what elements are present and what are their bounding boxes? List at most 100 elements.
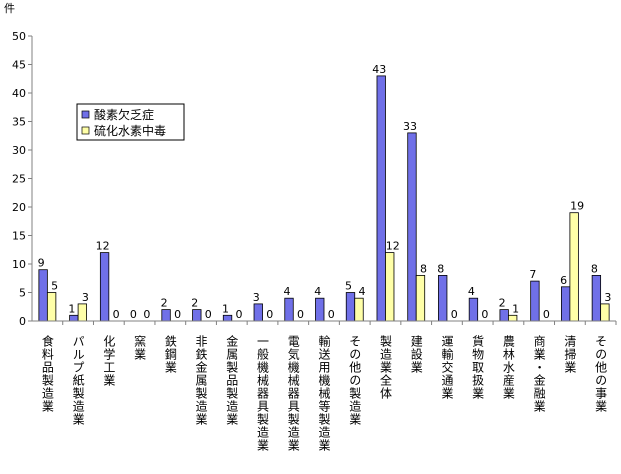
data-label: 2 (161, 297, 168, 310)
category-label: 化学工業 (102, 335, 116, 387)
legend-box (76, 103, 185, 141)
bar-oxygen-deficiency-7 (253, 303, 263, 322)
legend-label-1: 酸素欠乏症 (94, 107, 154, 122)
data-label: 0 (543, 308, 550, 321)
category-label: 非鉄金属製造業 (194, 335, 208, 426)
data-label: 8 (420, 262, 427, 275)
category-label: 窯業 (133, 334, 147, 361)
data-label: 8 (437, 262, 444, 275)
data-label: 1 (68, 302, 75, 315)
data-label: 2 (499, 297, 506, 310)
bar-hydrogen-sulfide-15 (508, 314, 518, 322)
bar-oxygen-deficiency-5 (192, 309, 202, 322)
y-tick-label: 45 (12, 59, 26, 72)
y-tick-label: 0 (19, 315, 26, 328)
y-tick-label: 35 (12, 116, 26, 129)
data-label: 2 (191, 297, 198, 310)
data-label: 0 (266, 308, 273, 321)
bar-oxygen-deficiency-14 (468, 297, 479, 322)
data-label: 6 (560, 274, 567, 287)
bar-hydrogen-sulfide-11 (385, 252, 395, 322)
category-label: 食料品製造業 (40, 334, 54, 413)
data-label: 33 (403, 120, 417, 133)
data-label: 0 (451, 308, 458, 321)
data-label: 3 (253, 291, 260, 304)
y-tick-label: 25 (12, 173, 26, 186)
bar-hydrogen-sulfide-12 (415, 274, 426, 322)
category-label: その他の製造業 (348, 335, 362, 426)
bar-oxygen-deficiency-9 (315, 297, 325, 322)
y-tick-label: 30 (12, 144, 26, 157)
category-label: 建設業 (409, 335, 423, 374)
bar-oxygen-deficiency-4 (161, 309, 171, 322)
category-label: 運輸交通業 (440, 335, 454, 400)
category-label: 貨物取扱業 (471, 334, 485, 400)
data-label: 0 (297, 308, 304, 321)
data-label: 7 (529, 268, 536, 281)
bar-oxygen-deficiency-12 (407, 132, 417, 322)
data-label: 1 (512, 302, 519, 315)
data-label: 0 (236, 308, 243, 321)
category-label: 農林水産業 (501, 335, 515, 400)
category-label: 電気機械器具製造業 (286, 335, 300, 452)
category-label: 清掃業 (563, 335, 577, 374)
bar-hydrogen-sulfide-17 (569, 212, 579, 322)
legend-swatch-1 (81, 110, 90, 119)
y-axis-unit-label: 件 (4, 2, 15, 15)
data-label: 19 (570, 200, 584, 213)
y-tick-label: 40 (12, 87, 26, 100)
legend: 酸素欠乏症 硫化水素中毒 (76, 103, 185, 141)
data-label: 0 (174, 308, 181, 321)
data-label: 3 (604, 291, 611, 304)
bar-hydrogen-sulfide-18 (600, 303, 610, 322)
category-label: 金属製品製造業 (225, 334, 239, 426)
bar-oxygen-deficiency-10 (345, 292, 356, 322)
bar-hydrogen-sulfide-0 (46, 292, 57, 322)
data-label: 4 (284, 285, 291, 298)
y-tick-label: 20 (12, 201, 26, 214)
data-label: 8 (591, 262, 598, 275)
bar-oxygen-deficiency-15 (499, 309, 509, 322)
category-label: 商業・金融業 (532, 334, 546, 413)
data-label: 5 (51, 280, 58, 293)
category-label: 輸送用機械等製造業 (317, 334, 331, 452)
bar-oxygen-deficiency-18 (591, 274, 602, 322)
bar-oxygen-deficiency-17 (560, 286, 571, 322)
data-label: 0 (328, 308, 335, 321)
data-label: 4 (358, 285, 365, 298)
bar-oxygen-deficiency-8 (284, 297, 294, 322)
bar-oxygen-deficiency-2 (99, 252, 110, 322)
data-label: 0 (481, 308, 488, 321)
data-label: 0 (130, 308, 137, 321)
bar-oxygen-deficiency-13 (438, 274, 448, 322)
bar-oxygen-deficiency-1 (69, 314, 79, 322)
data-label: 5 (345, 280, 352, 293)
data-label: 9 (38, 257, 45, 270)
bar-oxygen-deficiency-16 (530, 280, 540, 322)
data-label: 0 (143, 308, 150, 321)
data-label: 12 (96, 240, 110, 253)
legend-label-2: 硫化水素中毒 (94, 123, 166, 138)
bar-hydrogen-sulfide-1 (77, 303, 88, 322)
category-label: その他の事業 (594, 335, 608, 413)
bar-oxygen-deficiency-0 (38, 269, 48, 322)
category-label: 一般機械器具製造業 (256, 335, 270, 452)
y-tick-label: 5 (19, 287, 26, 300)
y-tick-label: 50 (12, 30, 26, 43)
data-label: 12 (386, 240, 400, 253)
bar-hydrogen-sulfide-10 (354, 297, 364, 322)
bar-oxygen-deficiency-6 (222, 314, 233, 322)
data-label: 1 (222, 302, 229, 315)
category-label: 製造業全体 (378, 335, 392, 400)
y-tick-label: 10 (12, 258, 26, 271)
data-label: 4 (468, 285, 475, 298)
data-label: 4 (314, 285, 321, 298)
data-label: 0 (205, 308, 212, 321)
data-label: 3 (82, 291, 89, 304)
data-label: 0 (113, 308, 120, 321)
legend-swatch-2 (81, 126, 90, 135)
y-tick-label: 15 (12, 230, 26, 243)
category-label: 鉄鋼業 (163, 334, 177, 374)
data-label: 43 (372, 63, 386, 76)
